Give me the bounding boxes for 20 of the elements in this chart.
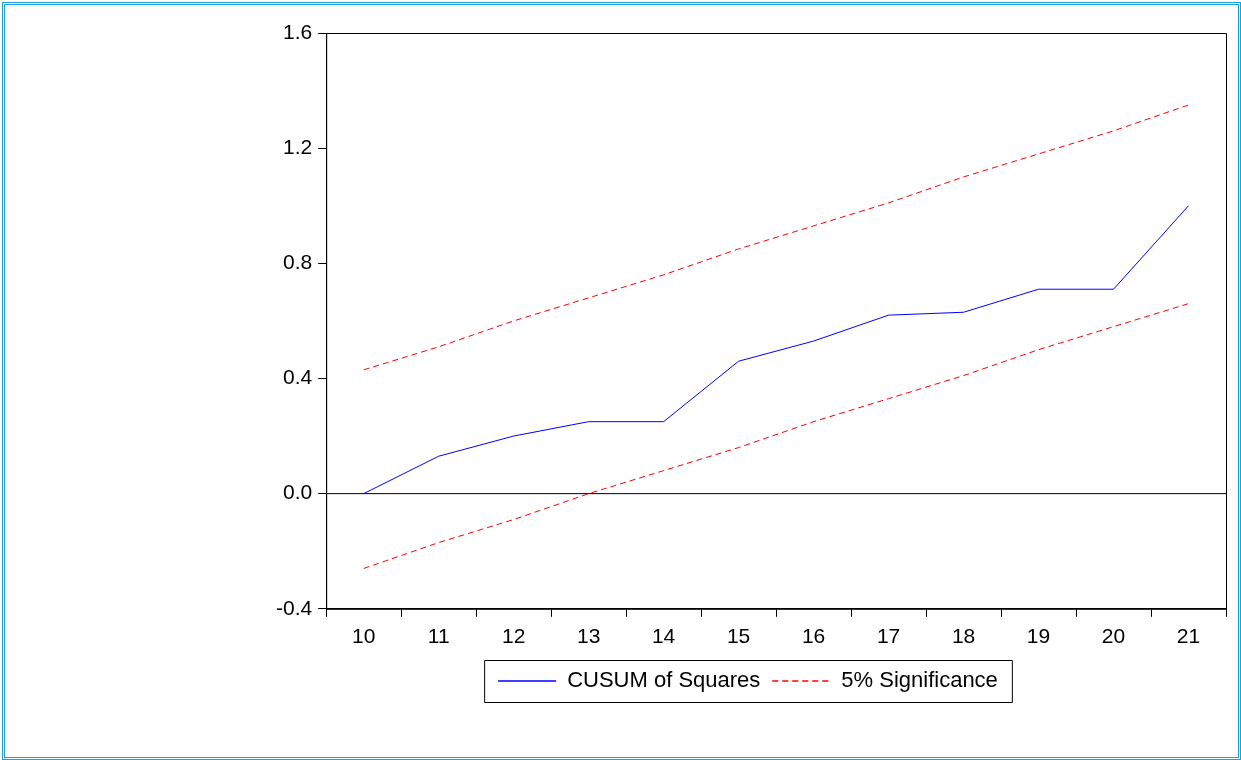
x-tick-label: 21 (1176, 624, 1201, 648)
y-tick-label: 0.0 (282, 480, 313, 504)
x-tick-label: 20 (1101, 624, 1126, 648)
x-tick-label: 17 (876, 624, 901, 648)
x-tick-label: 19 (1026, 624, 1051, 648)
x-tick-label: 12 (501, 624, 526, 648)
x-tick-label: 14 (651, 624, 676, 648)
y-tick-label: -0.4 (276, 595, 313, 619)
x-tick-label: 13 (576, 624, 601, 648)
x-tick-label: 16 (801, 624, 826, 648)
x-tick-label: 15 (726, 624, 751, 648)
y-tick-label: 0.8 (282, 250, 313, 274)
x-tick-label: 11 (427, 624, 450, 648)
y-tick-label: 1.6 (282, 19, 313, 43)
legend-label: 5% Significance (841, 667, 998, 693)
y-tick-label: 1.2 (282, 134, 313, 158)
y-tick-label: 0.4 (282, 365, 313, 389)
x-tick-label: 10 (352, 624, 376, 648)
legend-label: CUSUM of Squares (567, 667, 761, 693)
x-tick-label: 18 (951, 624, 976, 648)
